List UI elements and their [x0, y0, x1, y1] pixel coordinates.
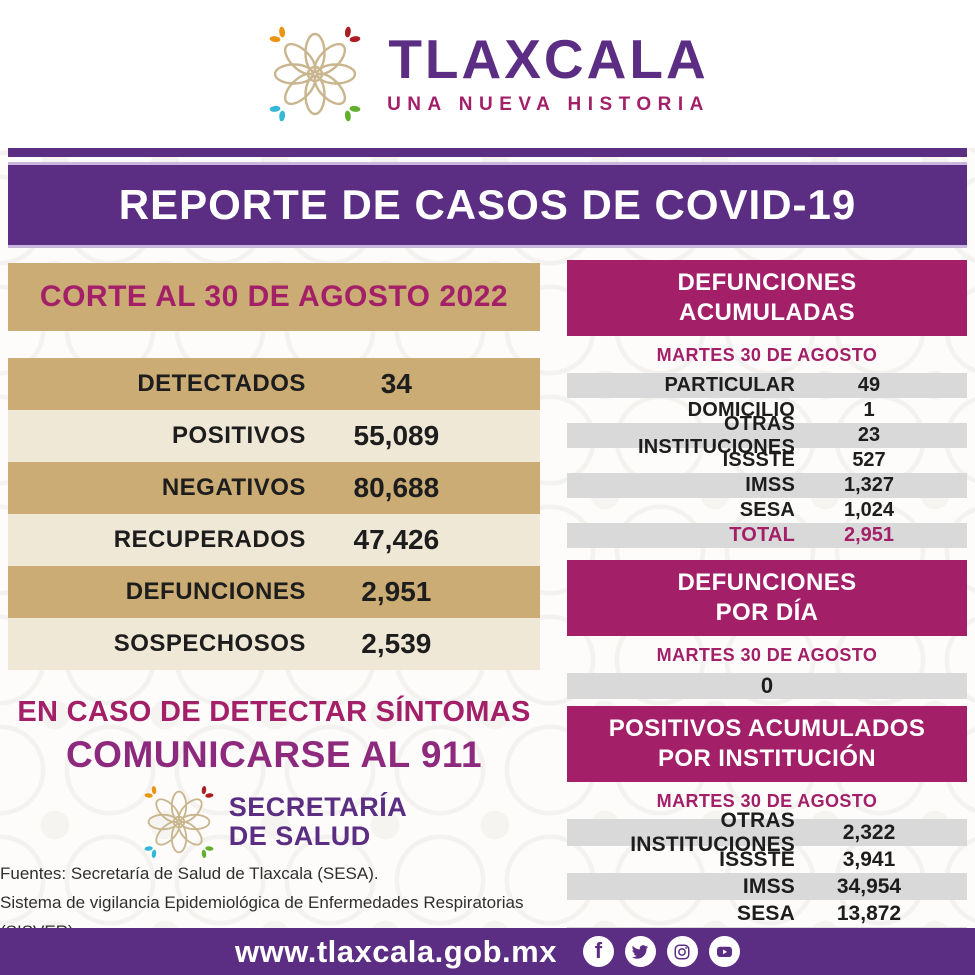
table-row: ISSSTE 527	[567, 448, 967, 473]
symptoms-notice-line2: COMUNICARSE AL 911	[65, 734, 483, 775]
health-dept-line2: DE SALUD	[228, 821, 371, 851]
row-value: 527	[852, 449, 886, 471]
row-value: 1,327	[843, 474, 895, 496]
total-label: TOTAL	[729, 524, 795, 546]
row-label: DOMICILIO	[687, 399, 795, 421]
table-row: IMSS 1,327	[567, 473, 967, 498]
deaths-per-day-value: 0	[567, 673, 967, 699]
cutoff-date-header: CORTE AL 30 DE AGOSTO 2022	[8, 263, 540, 331]
row-label: RECUPERADOS	[113, 526, 306, 553]
brand-name: TLAXCALA	[388, 28, 709, 90]
right-panel: DEFUNCIONES ACUMULADAS MARTES 30 DE AGOS…	[567, 260, 967, 954]
table-row: DETECTADOS 34	[8, 358, 540, 410]
instagram-icon[interactable]	[666, 936, 698, 967]
health-dept-line1: SECRETARÍA	[228, 791, 408, 822]
row-label: ISSSTE	[722, 449, 795, 471]
table-row: SESA 13,872	[567, 900, 967, 927]
total-value: 2,951	[843, 524, 895, 546]
row-label: OTRAS INSTITUCIONES	[630, 808, 795, 856]
row-value: 23	[857, 424, 881, 446]
secretaria-salud-logo: SECRETARÍA DE SALUD	[8, 784, 540, 860]
row-label: ISSSTE	[719, 847, 795, 871]
table-row: SOSPECHOSOS 2,539	[8, 618, 540, 670]
table-row: PARTICULAR 49	[567, 373, 967, 398]
tlaxcala-flower-icon	[269, 26, 361, 122]
row-label: IMSS	[745, 474, 795, 496]
deaths-accumulated-header: DEFUNCIONES ACUMULADAS	[567, 260, 967, 336]
section-title-line2: ACUMULADAS	[679, 299, 855, 326]
row-label: DETECTADOS	[137, 370, 306, 397]
table-row: IMSS 34,954	[567, 873, 967, 900]
row-value: 47,426	[353, 524, 440, 555]
table-row: POSITIVOS 55,089	[8, 410, 540, 462]
row-label: DEFUNCIONES	[125, 578, 306, 605]
row-label: SESA	[739, 499, 795, 521]
row-label: NEGATIVOS	[161, 474, 306, 501]
cutoff-date-title: CORTE AL 30 DE AGOSTO 2022	[39, 280, 509, 313]
report-title: REPORTE DE CASOS DE COVID-19	[118, 181, 857, 228]
symptoms-notice-line1: EN CASO DE DETECTAR SÍNTOMAS	[17, 696, 531, 728]
row-value: 80,688	[353, 472, 440, 503]
table-row: DEFUNCIONES 2,951	[8, 566, 540, 618]
row-label: POSITIVOS	[172, 422, 306, 449]
section-title-line1: DEFUNCIONES	[677, 269, 857, 296]
table-row: OTRAS INSTITUCIONES 2,322	[567, 809, 967, 856]
row-value: 2,539	[361, 628, 432, 659]
row-value: 34	[380, 368, 412, 399]
brand-header: TLAXCALA UNA NUEVA HISTORIA	[0, 0, 975, 148]
table-row: DOMICILIO 1	[567, 398, 967, 423]
section-title-line2: POR INSTITUCIÓN	[657, 745, 876, 772]
report-banner: REPORTE DE CASOS DE COVID-19	[8, 162, 967, 248]
deaths-per-day-header: DEFUNCIONES POR DÍA	[567, 560, 967, 636]
section-title-line2: POR DÍA	[715, 599, 819, 626]
row-value: 1,024	[843, 499, 895, 521]
left-panel: CORTE AL 30 DE AGOSTO 2022 DETECTADOS 34…	[8, 263, 540, 860]
social-icons: f	[582, 936, 740, 967]
row-value: 1	[863, 399, 875, 421]
row-label: SOSPECHOSOS	[113, 630, 306, 657]
table-row: OTRAS INSTITUCIONES 23	[567, 413, 967, 458]
purple-divider	[8, 148, 967, 157]
row-value: 34,954	[836, 874, 902, 898]
twitter-icon[interactable]	[624, 936, 656, 967]
table-row: NEGATIVOS 80,688	[8, 462, 540, 514]
row-value: 2,322	[842, 820, 896, 844]
section-date: MARTES 30 DE AGOSTO	[656, 345, 878, 365]
row-value: 2,951	[361, 576, 432, 607]
row-label: OTRAS INSTITUCIONES	[637, 412, 795, 458]
row-label: SESA	[737, 901, 795, 925]
brand-tagline: UNA NUEVA HISTORIA	[387, 94, 710, 115]
section-date: MARTES 30 DE AGOSTO	[656, 791, 878, 811]
row-value: 3,941	[842, 847, 896, 871]
website-link[interactable]: www.tlaxcala.gob.mx	[235, 933, 557, 969]
section-title-line1: DEFUNCIONES	[677, 569, 857, 596]
row-value: 49	[857, 374, 881, 396]
deaths-accumulated-table: PARTICULAR 49 DOMICILIO 1 OTRAS INSTITUC…	[567, 373, 967, 548]
section-date: MARTES 30 DE AGOSTO	[656, 645, 878, 665]
table-row: SESA 1,024	[567, 498, 967, 523]
row-value: 13,872	[836, 901, 902, 925]
row-label: IMSS	[742, 874, 795, 898]
table-row: ISSSTE 3,941	[567, 846, 967, 873]
table-row: RECUPERADOS 47,426	[8, 514, 540, 566]
table-total-row: TOTAL 2,951	[567, 523, 967, 548]
positives-by-institution-header: POSITIVOS ACUMULADOS POR INSTITUCIÓN	[567, 706, 967, 782]
footer-bar: www.tlaxcala.gob.mx f	[0, 928, 975, 975]
sources-line1: Fuentes: Secretaría de Salud de Tlaxcala…	[0, 864, 379, 883]
youtube-icon[interactable]	[708, 936, 740, 967]
row-value: 55,089	[353, 420, 440, 451]
facebook-icon[interactable]: f	[582, 936, 614, 967]
secretaria-salud-flower-icon	[144, 786, 214, 858]
row-label: PARTICULAR	[664, 374, 795, 396]
section-title-line1: POSITIVOS ACUMULADOS	[608, 715, 926, 742]
case-summary-table: DETECTADOS 34 POSITIVOS 55,089 NEGATIVOS…	[8, 358, 540, 670]
